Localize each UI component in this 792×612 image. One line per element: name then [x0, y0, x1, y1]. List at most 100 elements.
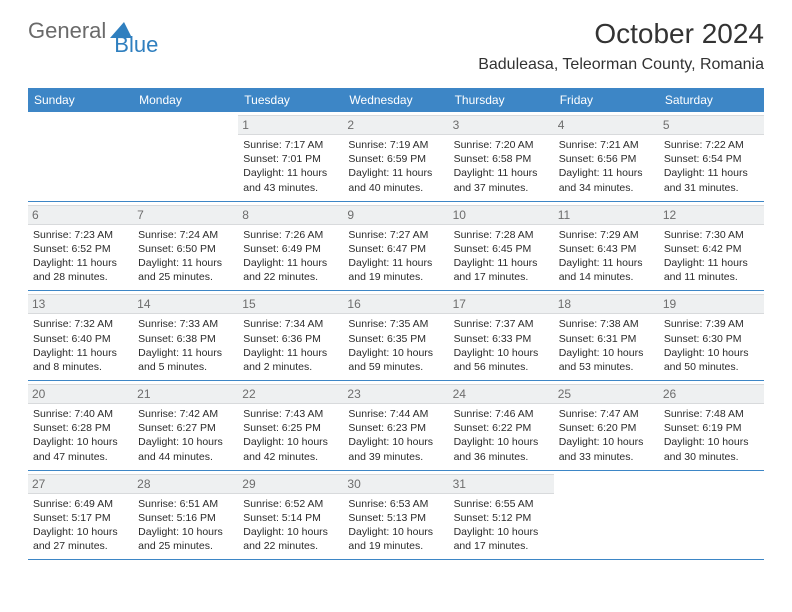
day-number: 29 [238, 474, 343, 494]
day-cell: 4Sunrise: 7:21 AMSunset: 6:56 PMDaylight… [554, 112, 659, 201]
weeks-grid: 1Sunrise: 7:17 AMSunset: 7:01 PMDaylight… [28, 112, 764, 560]
day-info: Sunrise: 7:37 AMSunset: 6:33 PMDaylight:… [454, 317, 549, 374]
sunset: Sunset: 6:23 PM [348, 421, 443, 435]
daylight: Daylight: 10 hours and 22 minutes. [243, 525, 338, 553]
daylight: Daylight: 11 hours and 2 minutes. [243, 346, 338, 374]
sunrise: Sunrise: 6:55 AM [454, 497, 549, 511]
day-cell: 24Sunrise: 7:46 AMSunset: 6:22 PMDayligh… [449, 381, 554, 470]
sunset: Sunset: 6:59 PM [348, 152, 443, 166]
day-info: Sunrise: 6:51 AMSunset: 5:16 PMDaylight:… [138, 497, 233, 554]
day-number: 13 [28, 294, 133, 314]
sunrise: Sunrise: 7:29 AM [559, 228, 654, 242]
logo-text-general: General [28, 18, 106, 44]
sunrise: Sunrise: 7:44 AM [348, 407, 443, 421]
day-cell: 23Sunrise: 7:44 AMSunset: 6:23 PMDayligh… [343, 381, 448, 470]
day-info: Sunrise: 7:40 AMSunset: 6:28 PMDaylight:… [33, 407, 128, 464]
day-info: Sunrise: 7:43 AMSunset: 6:25 PMDaylight:… [243, 407, 338, 464]
day-number: 6 [28, 205, 133, 225]
day-info: Sunrise: 7:38 AMSunset: 6:31 PMDaylight:… [559, 317, 654, 374]
sunset: Sunset: 6:31 PM [559, 332, 654, 346]
sunrise: Sunrise: 7:32 AM [33, 317, 128, 331]
daylight: Daylight: 10 hours and 25 minutes. [138, 525, 233, 553]
day-cell: 9Sunrise: 7:27 AMSunset: 6:47 PMDaylight… [343, 202, 448, 291]
day-cell: 11Sunrise: 7:29 AMSunset: 6:43 PMDayligh… [554, 202, 659, 291]
daylight: Daylight: 10 hours and 30 minutes. [664, 435, 759, 463]
day-number: 16 [343, 294, 448, 314]
sunrise: Sunrise: 7:47 AM [559, 407, 654, 421]
sunset: Sunset: 5:17 PM [33, 511, 128, 525]
sunrise: Sunrise: 6:53 AM [348, 497, 443, 511]
empty-cell [133, 112, 238, 201]
day-cell: 26Sunrise: 7:48 AMSunset: 6:19 PMDayligh… [659, 381, 764, 470]
daylight: Daylight: 10 hours and 27 minutes. [33, 525, 128, 553]
sunset: Sunset: 6:50 PM [138, 242, 233, 256]
sunset: Sunset: 6:25 PM [243, 421, 338, 435]
daylight: Daylight: 11 hours and 5 minutes. [138, 346, 233, 374]
week-row: 1Sunrise: 7:17 AMSunset: 7:01 PMDaylight… [28, 112, 764, 202]
week-row: 27Sunrise: 6:49 AMSunset: 5:17 PMDayligh… [28, 471, 764, 561]
sunset: Sunset: 5:16 PM [138, 511, 233, 525]
daylight: Daylight: 10 hours and 19 minutes. [348, 525, 443, 553]
day-cell: 16Sunrise: 7:35 AMSunset: 6:35 PMDayligh… [343, 291, 448, 380]
sunset: Sunset: 6:40 PM [33, 332, 128, 346]
dow-wednesday: Wednesday [343, 88, 448, 112]
day-number: 10 [449, 205, 554, 225]
sunrise: Sunrise: 7:20 AM [454, 138, 549, 152]
day-number: 21 [133, 384, 238, 404]
day-cell: 13 Sunrise: 7:32 AMSunset: 6:40 PMDayligh… [28, 291, 133, 380]
sunrise: Sunrise: 7:38 AM [559, 317, 654, 331]
empty-cell [28, 112, 133, 201]
day-info: Sunrise: 7:32 AMSunset: 6:40 PMDaylight:… [33, 317, 128, 374]
daylight: Daylight: 10 hours and 39 minutes. [348, 435, 443, 463]
day-number: 1 [238, 115, 343, 135]
daylight: Daylight: 10 hours and 42 minutes. [243, 435, 338, 463]
day-info: Sunrise: 7:23 AMSunset: 6:52 PMDaylight:… [33, 228, 128, 285]
logo-text-blue: Blue [114, 32, 158, 58]
sunset: Sunset: 6:38 PM [138, 332, 233, 346]
day-info: Sunrise: 7:27 AMSunset: 6:47 PMDaylight:… [348, 228, 443, 285]
day-info: Sunrise: 7:46 AMSunset: 6:22 PMDaylight:… [454, 407, 549, 464]
week-row: 13Sunrise: 7:32 AMSunset: 6:40 PMDayligh… [28, 291, 764, 381]
day-info: Sunrise: 7:21 AMSunset: 6:56 PMDaylight:… [559, 138, 654, 195]
sunrise: Sunrise: 6:49 AM [33, 497, 128, 511]
day-number: 15 [238, 294, 343, 314]
day-cell: 6 Sunrise: 7:23 AMSunset: 6:52 PMDaylight… [28, 202, 133, 291]
day-cell: 20 Sunrise: 7:40 AMSunset: 6:28 PMDayligh… [28, 381, 133, 470]
day-number: 30 [343, 474, 448, 494]
empty-cell [659, 471, 764, 560]
sunrise: Sunrise: 7:43 AM [243, 407, 338, 421]
day-number: 20 [28, 384, 133, 404]
day-info: Sunrise: 7:33 AMSunset: 6:38 PMDaylight:… [138, 317, 233, 374]
sunrise: Sunrise: 7:27 AM [348, 228, 443, 242]
dow-friday: Friday [554, 88, 659, 112]
sunset: Sunset: 6:30 PM [664, 332, 759, 346]
sunrise: Sunrise: 7:42 AM [138, 407, 233, 421]
sunrise: Sunrise: 7:34 AM [243, 317, 338, 331]
sunset: Sunset: 6:35 PM [348, 332, 443, 346]
sunset: Sunset: 6:36 PM [243, 332, 338, 346]
sunset: Sunset: 5:14 PM [243, 511, 338, 525]
day-cell: 15 Sunrise: 7:34 AMSunset: 6:36 PMDayligh… [238, 291, 343, 380]
day-info: Sunrise: 6:52 AMSunset: 5:14 PMDaylight:… [243, 497, 338, 554]
day-number: 28 [133, 474, 238, 494]
day-cell: 1Sunrise: 7:17 AMSunset: 7:01 PMDaylight… [238, 112, 343, 201]
day-cell: 22Sunrise: 7:43 AMSunset: 6:25 PMDayligh… [238, 381, 343, 470]
day-info: Sunrise: 7:28 AMSunset: 6:45 PMDaylight:… [454, 228, 549, 285]
sunset: Sunset: 6:58 PM [454, 152, 549, 166]
day-info: Sunrise: 7:22 AMSunset: 6:54 PMDaylight:… [664, 138, 759, 195]
month-title: October 2024 [478, 18, 764, 50]
logo: General Blue [28, 18, 158, 44]
daylight: Daylight: 11 hours and 34 minutes. [559, 166, 654, 194]
day-number: 14 [133, 294, 238, 314]
header: General Blue October 2024 Baduleasa, Tel… [0, 0, 792, 82]
sunset: Sunset: 6:47 PM [348, 242, 443, 256]
dow-tuesday: Tuesday [238, 88, 343, 112]
daylight: Daylight: 10 hours and 53 minutes. [559, 346, 654, 374]
day-number: 8 [238, 205, 343, 225]
day-info: Sunrise: 7:48 AMSunset: 6:19 PMDaylight:… [664, 407, 759, 464]
day-cell: 29 Sunrise: 6:52 AMSunset: 5:14 PMDayligh… [238, 471, 343, 560]
sunrise: Sunrise: 7:39 AM [664, 317, 759, 331]
day-info: Sunrise: 7:34 AMSunset: 6:36 PMDaylight:… [243, 317, 338, 374]
sunrise: Sunrise: 7:21 AM [559, 138, 654, 152]
daylight: Daylight: 11 hours and 17 minutes. [454, 256, 549, 284]
